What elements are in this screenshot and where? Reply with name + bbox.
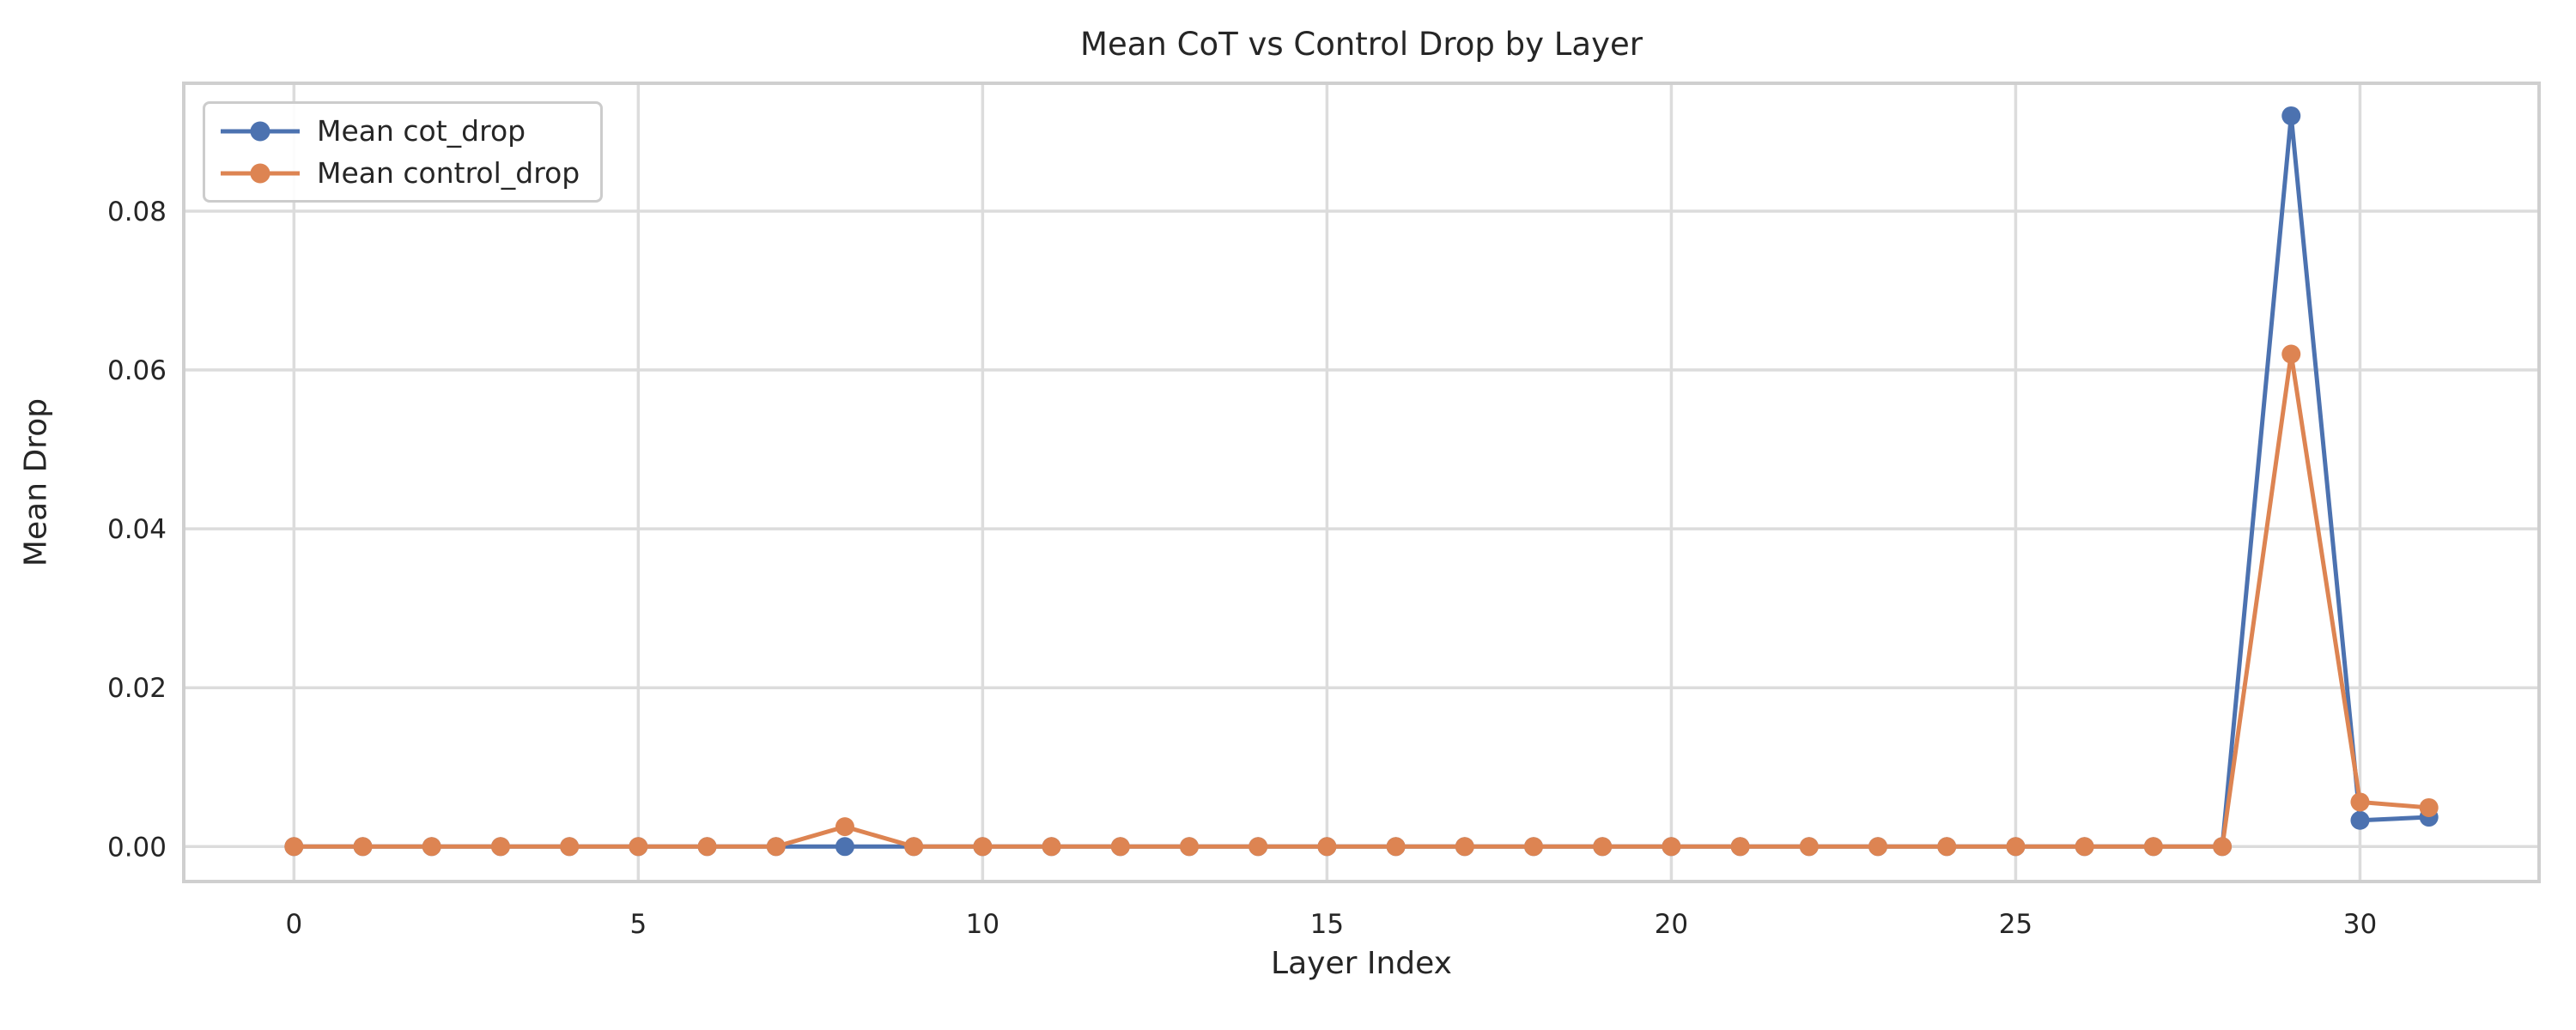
- marker-mean-control-drop-layer-31: [2419, 797, 2439, 817]
- marker-mean-control-drop-layer-27: [2143, 837, 2163, 857]
- marker-mean-control-drop-layer-24: [1937, 837, 1957, 857]
- x-tick-label-25: 25: [1999, 909, 2032, 940]
- marker-mean-control-drop-layer-9: [904, 837, 924, 857]
- series-line-mean-cot-drop: [294, 115, 2429, 849]
- marker-mean-control-drop-layer-16: [1386, 837, 1406, 857]
- legend-item-mean-cot-drop: Mean cot_drop: [217, 114, 580, 148]
- marker-mean-control-drop-layer-22: [1799, 837, 1819, 857]
- legend-line-marker-control-icon: [221, 163, 300, 183]
- x-tick-label-15: 15: [1310, 909, 1344, 940]
- x-tick-label-20: 20: [1655, 909, 1688, 940]
- x-axis-label: Layer Index: [1271, 946, 1452, 981]
- y-tick-label-0.00: 0.00: [107, 832, 167, 863]
- marker-mean-control-drop-layer-1: [353, 837, 373, 857]
- x-tick-label-30: 30: [2343, 909, 2377, 940]
- marker-mean-cot-drop-layer-30: [2350, 810, 2370, 830]
- marker-mean-control-drop-layer-8: [835, 817, 854, 837]
- marker-mean-control-drop-layer-10: [973, 837, 993, 857]
- marker-mean-control-drop-layer-7: [766, 837, 786, 857]
- plot-border: [182, 82, 2541, 883]
- marker-mean-control-drop-layer-21: [1730, 837, 1750, 857]
- marker-mean-control-drop-layer-4: [560, 837, 580, 857]
- marker-mean-control-drop-layer-15: [1317, 837, 1337, 857]
- marker-mean-control-drop-layer-12: [1110, 837, 1130, 857]
- marker-mean-control-drop-layer-28: [2213, 837, 2233, 857]
- legend-label-cot: Mean cot_drop: [317, 114, 526, 148]
- marker-mean-control-drop-layer-5: [629, 837, 648, 857]
- y-axis-label: Mean Drop: [18, 397, 54, 567]
- chart-title: Mean CoT vs Control Drop by Layer: [1080, 26, 1643, 63]
- marker-mean-control-drop-layer-13: [1179, 837, 1199, 857]
- series-line-mean-control-drop: [294, 354, 2429, 849]
- legend-line-marker-cot-icon: [221, 121, 300, 141]
- legend-box: Mean cot_drop Mean control_drop: [203, 101, 604, 203]
- marker-mean-control-drop-layer-25: [2006, 837, 2026, 857]
- y-tick-label-0.08: 0.08: [107, 197, 167, 227]
- marker-mean-control-drop-layer-17: [1455, 837, 1474, 857]
- y-tick-label-0.02: 0.02: [107, 673, 167, 704]
- y-tick-label-0.04: 0.04: [107, 514, 167, 545]
- marker-mean-control-drop-layer-30: [2350, 792, 2370, 812]
- marker-mean-control-drop-layer-11: [1042, 837, 1061, 857]
- x-tick-label-10: 10: [966, 909, 999, 940]
- marker-mean-control-drop-layer-0: [284, 837, 304, 857]
- marker-mean-control-drop-layer-19: [1593, 837, 1613, 857]
- marker-mean-cot-drop-layer-8: [835, 837, 854, 857]
- legend-label-control: Mean control_drop: [317, 156, 580, 190]
- marker-mean-control-drop-layer-23: [1868, 837, 1888, 857]
- x-tick-label-5: 5: [629, 909, 647, 940]
- marker-mean-control-drop-layer-3: [490, 837, 510, 857]
- marker-mean-control-drop-layer-18: [1524, 837, 1544, 857]
- x-tick-label-0: 0: [285, 909, 302, 940]
- marker-mean-control-drop-layer-6: [697, 837, 717, 857]
- marker-mean-control-drop-layer-26: [2075, 837, 2094, 857]
- marker-mean-cot-drop-layer-29: [2281, 106, 2301, 125]
- marker-mean-control-drop-layer-20: [1662, 837, 1681, 857]
- marker-mean-control-drop-layer-2: [422, 837, 441, 857]
- y-tick-label-0.06: 0.06: [107, 355, 167, 386]
- legend-item-mean-control-drop: Mean control_drop: [217, 156, 580, 190]
- marker-mean-control-drop-layer-29: [2281, 344, 2301, 364]
- marker-mean-control-drop-layer-14: [1249, 837, 1268, 857]
